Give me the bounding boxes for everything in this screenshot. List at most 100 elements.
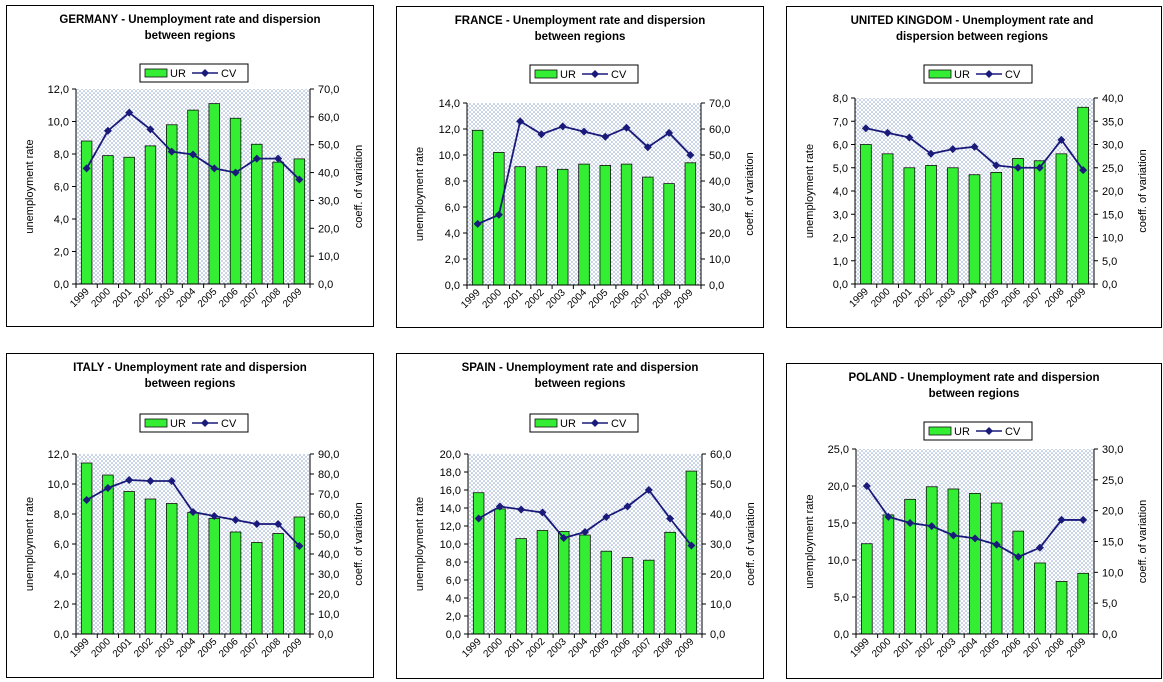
legend-bar-label: UR xyxy=(954,69,970,81)
ur-bar xyxy=(685,470,698,635)
y-right-tick-label: 15,0 xyxy=(1102,209,1123,221)
ur-bar xyxy=(925,165,937,285)
x-tick-label: 2001 xyxy=(891,286,915,310)
ur-bar xyxy=(599,164,611,286)
y-left-tick-label: 2,0 xyxy=(833,233,848,245)
x-tick-label: 2004 xyxy=(175,286,199,310)
cv-point xyxy=(494,210,503,219)
x-tick-label: 2000 xyxy=(869,286,893,310)
x-tick-label: 2004 xyxy=(175,636,199,660)
y-axis-title-left: unemployment rate xyxy=(414,497,426,591)
cv-point xyxy=(1079,166,1088,175)
y-left-tick-label: 4,0 xyxy=(833,186,848,198)
cv-point xyxy=(602,513,611,521)
x-tick-label: 2007 xyxy=(629,287,653,311)
x-tick-label: 2001 xyxy=(111,286,135,310)
cv-point xyxy=(516,117,525,126)
ur-bar xyxy=(1055,153,1068,285)
chart-svg: POLAND - Unemployment rate and dispersio… xyxy=(804,372,1149,660)
y-left-tick-label: 0,0 xyxy=(445,280,460,292)
cv-point xyxy=(167,147,176,156)
y-right-tick-label: 50,0 xyxy=(318,529,339,541)
ur-bar xyxy=(166,503,178,635)
x-tick-label: 2008 xyxy=(652,636,676,660)
y-right-tick-label: 70,0 xyxy=(318,84,339,96)
ur-bar xyxy=(251,143,263,285)
cv-point xyxy=(623,502,632,511)
cv-point xyxy=(231,168,240,177)
x-tick-label: 2002 xyxy=(132,636,156,660)
legend-bar-label: UR xyxy=(954,426,970,438)
x-tick-label: 2007 xyxy=(1022,636,1046,660)
cv-point xyxy=(580,127,588,136)
y-left-tick-label: 14,0 xyxy=(440,503,461,515)
y-right-tick-label: 20,0 xyxy=(318,589,339,601)
cv-point xyxy=(622,123,631,132)
cv-point xyxy=(274,154,283,163)
ur-bar xyxy=(990,502,1003,635)
legend-line-marker xyxy=(985,70,993,78)
y-right-tick-label: 50,0 xyxy=(710,479,731,491)
x-tick-label: 2003 xyxy=(545,636,569,660)
y-right-tick-label: 0,0 xyxy=(1102,279,1117,291)
y-left-tick-label: 6,0 xyxy=(54,539,69,551)
chart-title-line: between regions xyxy=(145,30,236,42)
cv-point xyxy=(884,512,893,521)
chart-title-line: ITALY - Unemployment rate and dispersion xyxy=(73,362,307,374)
legend-bar-swatch xyxy=(928,69,952,79)
y-right-tick-label: 40,0 xyxy=(318,549,339,561)
ur-bar xyxy=(515,538,527,635)
legend-line-marker xyxy=(201,419,209,427)
x-tick-label: 2002 xyxy=(913,636,937,660)
y-left-tick-label: 10,0 xyxy=(439,150,460,162)
cv-point xyxy=(82,164,91,173)
y-left-tick-label: 4,0 xyxy=(54,214,69,226)
ur-bar xyxy=(187,109,199,285)
ur-bar xyxy=(293,516,306,635)
cv-point xyxy=(949,531,958,540)
cv-point xyxy=(927,149,936,158)
y-left-tick-label: 3,0 xyxy=(833,209,848,221)
x-tick-label: 1999 xyxy=(460,636,484,660)
y-left-tick-label: 10,0 xyxy=(440,539,461,551)
ur-bar xyxy=(472,492,485,635)
cv-point xyxy=(1035,163,1044,172)
legend-bar-swatch xyxy=(144,68,168,78)
cv-point xyxy=(537,130,546,139)
x-tick-label: 2009 xyxy=(1065,636,1089,660)
ur-bar xyxy=(968,174,981,285)
ur-bar xyxy=(947,488,960,635)
y-right-tick-label: 50,0 xyxy=(318,140,339,152)
ur-bar xyxy=(123,491,135,635)
ur-bar xyxy=(969,492,981,635)
chart-svg: UNITED KINGDOM - Unemployment rate and di… xyxy=(804,15,1149,310)
y-right-tick-label: 30,0 xyxy=(709,202,730,214)
y-right-tick-label: 70,0 xyxy=(709,98,730,110)
y-left-tick-label: 8,0 xyxy=(833,93,848,105)
ur-bar xyxy=(946,167,959,285)
y-axis-title-left: unemployment rate xyxy=(804,494,816,588)
cv-point xyxy=(581,528,589,536)
x-tick-label: 2009 xyxy=(672,287,696,311)
cv-point xyxy=(103,484,112,492)
x-tick-label: 2009 xyxy=(1065,286,1089,310)
ur-bar xyxy=(187,512,199,635)
x-tick-label: 2005 xyxy=(196,286,220,310)
chart-panel: SPAIN - Unemployment rate and dispersion… xyxy=(396,353,764,679)
cv-point xyxy=(210,512,219,520)
ur-bar xyxy=(579,534,591,635)
x-tick-label: 2002 xyxy=(913,286,937,310)
y-left-tick-label: 0,0 xyxy=(834,629,849,641)
y-left-tick-label: 5,0 xyxy=(833,163,848,175)
y-left-tick-label: 10,0 xyxy=(48,479,69,491)
cv-point xyxy=(906,519,915,527)
y-left-tick-label: 0,0 xyxy=(446,629,461,641)
y-left-tick-label: 0,0 xyxy=(54,279,69,291)
y-right-tick-label: 10,0 xyxy=(710,599,731,611)
y-right-tick-label: 10,0 xyxy=(318,251,339,263)
x-tick-label: 2001 xyxy=(111,636,135,660)
y-left-tick-label: 8,0 xyxy=(54,149,69,161)
ur-bar xyxy=(558,530,570,635)
x-tick-label: 2004 xyxy=(956,286,980,310)
y-axis-title-right: coeff. of variation xyxy=(744,152,756,236)
